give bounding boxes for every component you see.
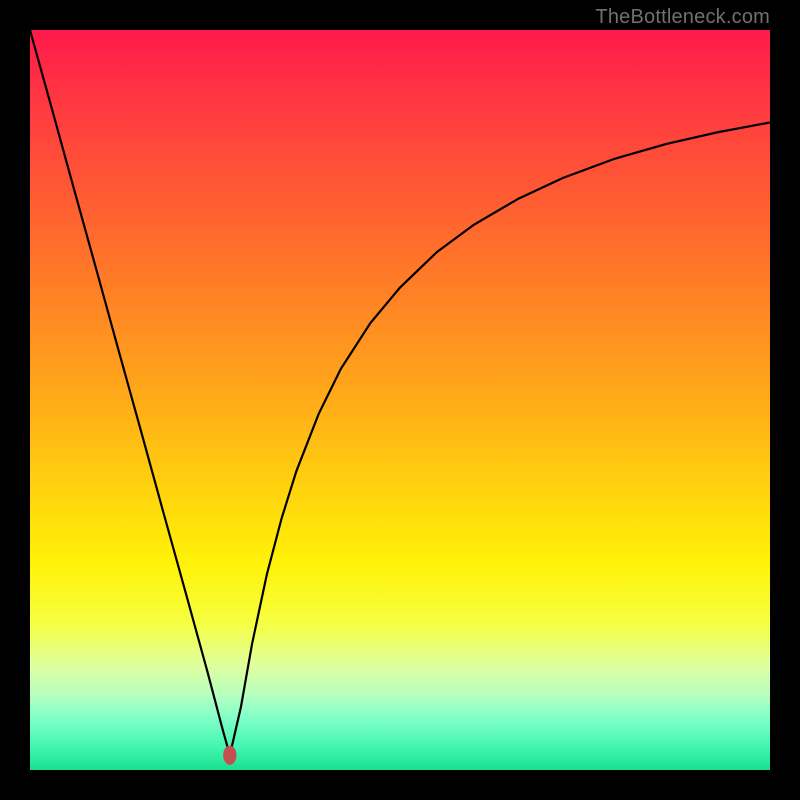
chart-frame: TheBottleneck.com (0, 0, 800, 800)
curve-left-branch (30, 30, 230, 755)
watermark-text: TheBottleneck.com (595, 6, 770, 29)
bottleneck-curve (30, 30, 770, 770)
plot-area (30, 30, 770, 770)
min-point-marker (223, 746, 236, 765)
curve-right-branch (230, 123, 770, 756)
